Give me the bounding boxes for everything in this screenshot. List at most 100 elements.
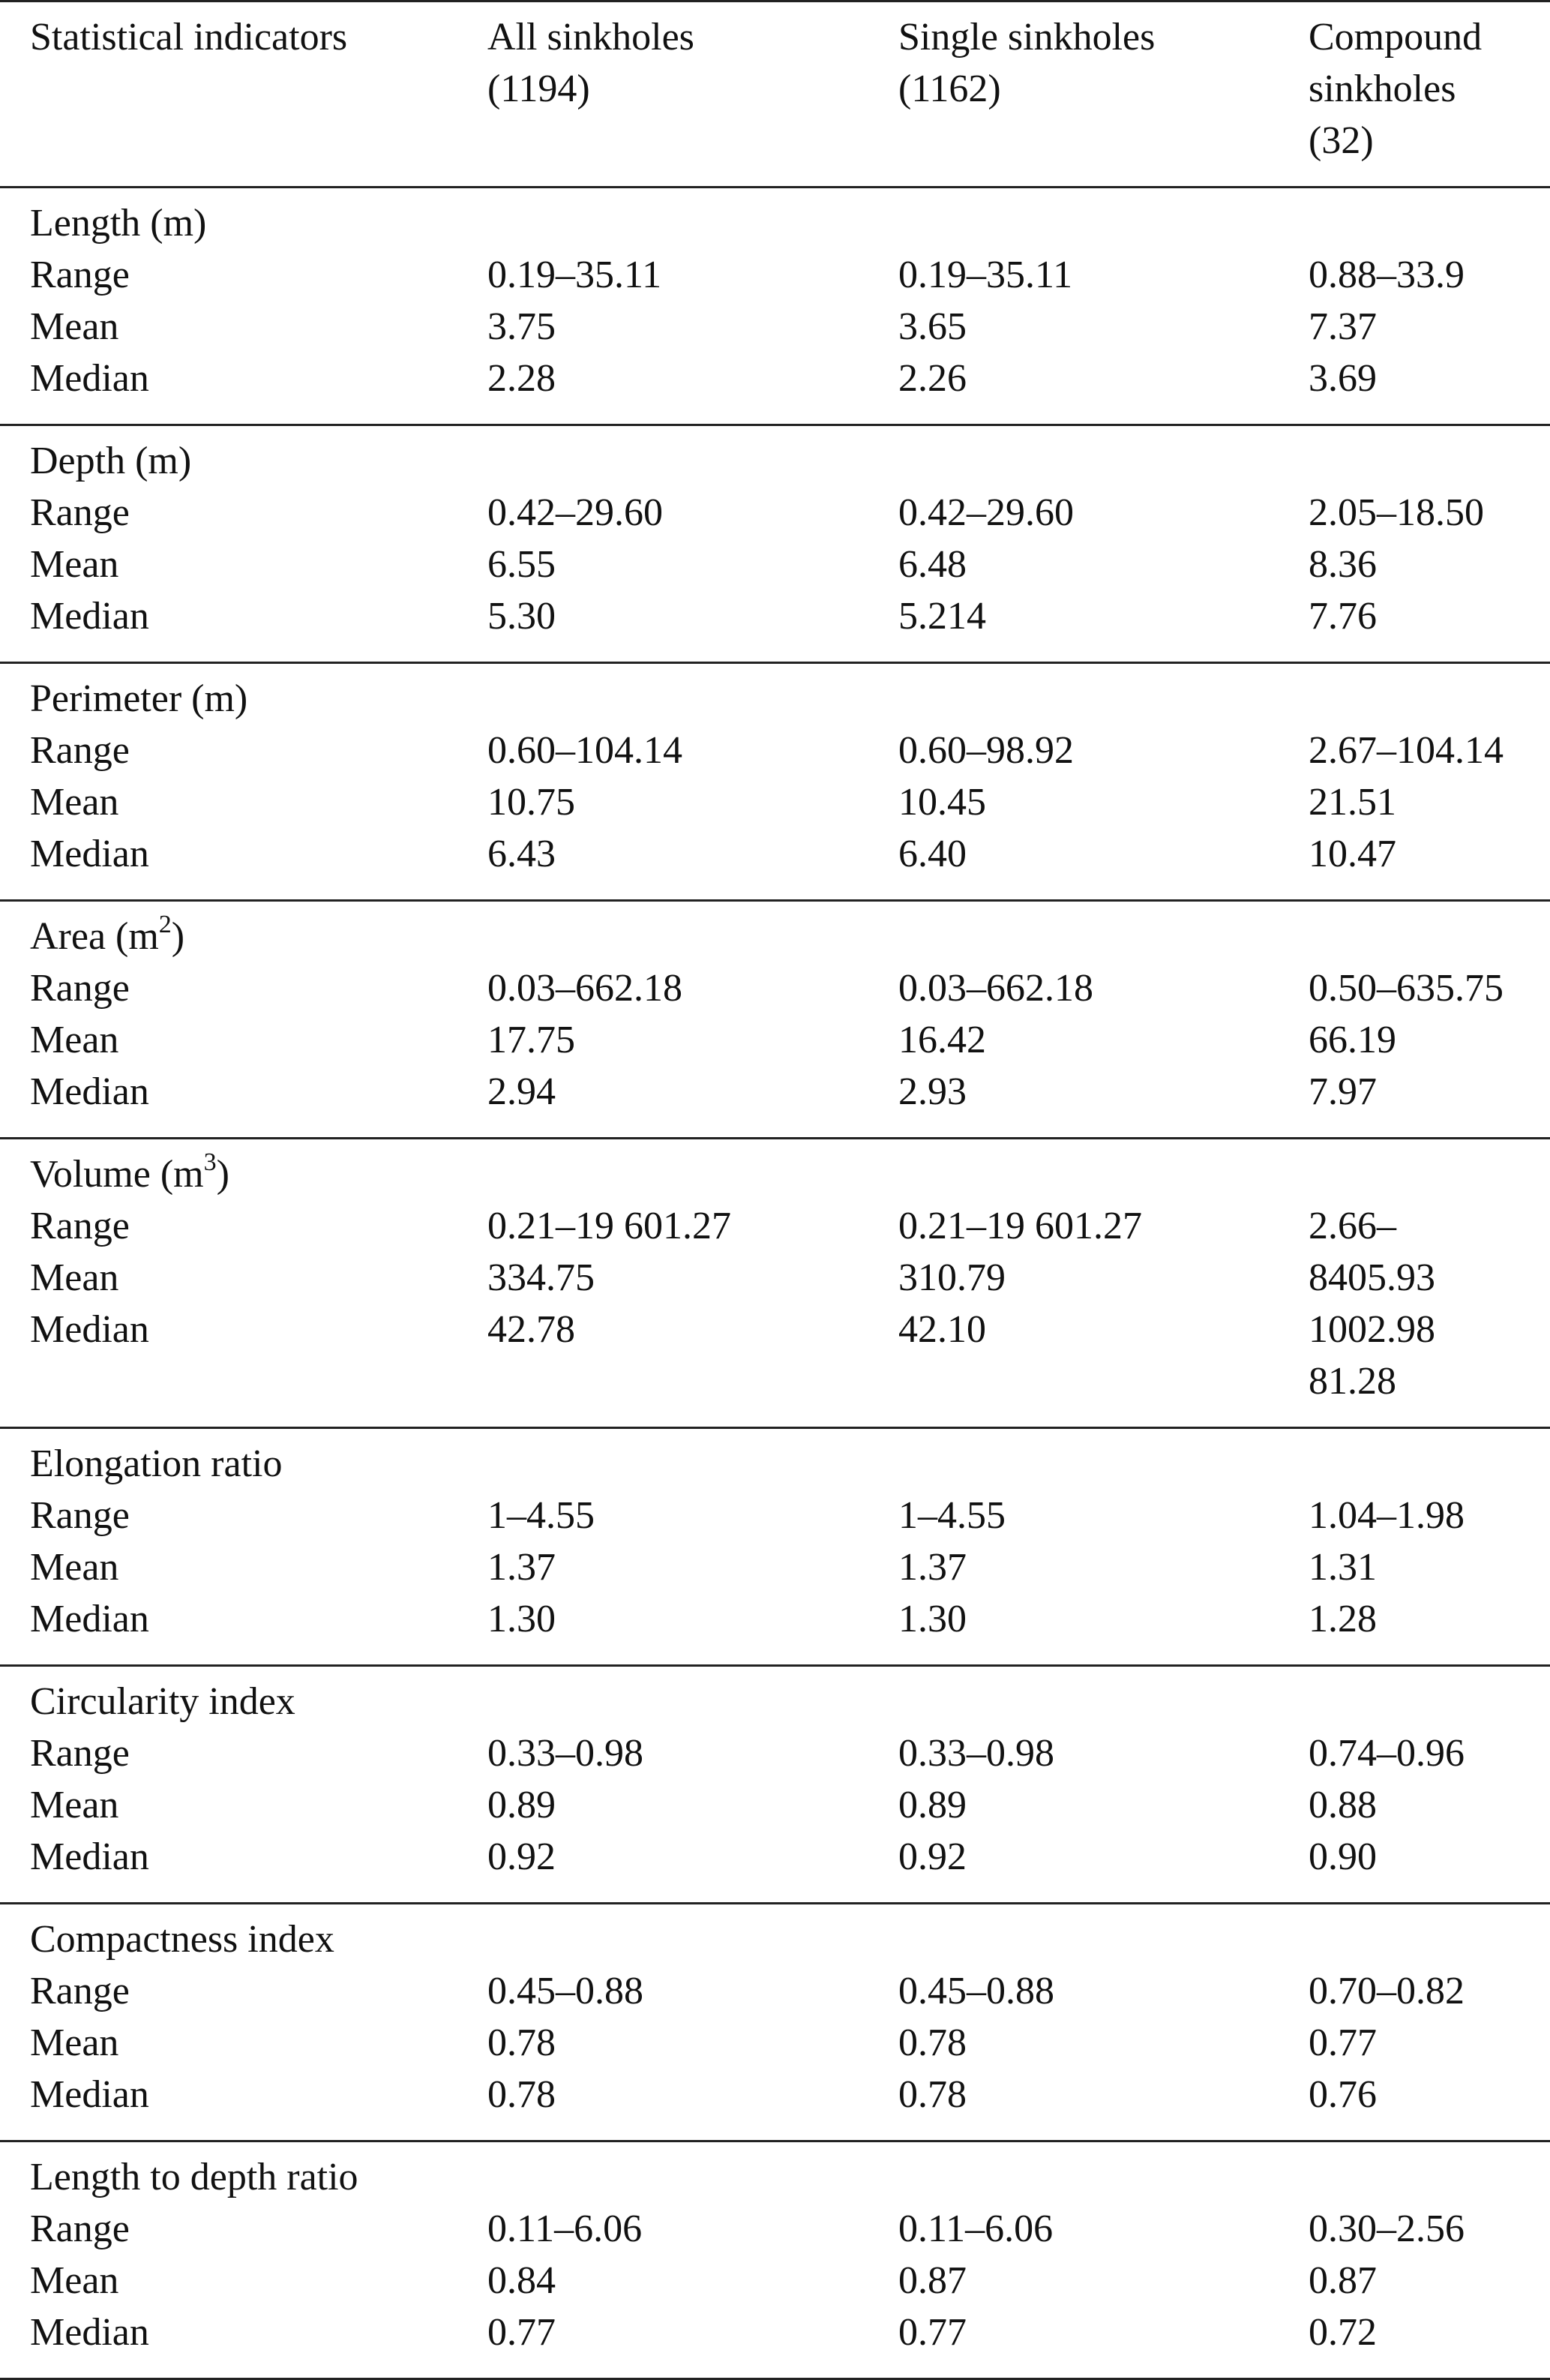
row-label: Range	[30, 491, 130, 534]
cell-value: 1.04–1.98	[1309, 1494, 1465, 1537]
cell-value: 1.30	[898, 1598, 967, 1640]
section-title: Perimeter (m)	[30, 673, 247, 725]
cell-value: 8.36	[1309, 543, 1377, 586]
cell-value: 0.11–6.06	[487, 2207, 643, 2250]
section-title-text: Area (m	[30, 915, 159, 958]
row-label: Median	[30, 357, 149, 400]
cell-value: 10.75	[487, 781, 575, 824]
cell-value: 0.19–35.11	[487, 254, 662, 296]
section-1: Depth (m) Range 0.42–29.60 0.42–29.60 2.05–1…	[0, 426, 1550, 664]
table-row: Median 0.78 0.78 0.76	[0, 2069, 1550, 2120]
column-header-0: Statistical indicators	[30, 16, 348, 59]
section-title: Length to depth ratio	[30, 2151, 358, 2203]
cell-value: 2.93	[898, 1070, 967, 1113]
cell-value: 0.21–19 601.27	[898, 1205, 1142, 1247]
section-title-line: Elongation ratio	[0, 1438, 1550, 1490]
table-row: Mean 1.37 1.37 1.31	[0, 1541, 1550, 1593]
cell-value: 0.03–662.18	[487, 967, 682, 1010]
section-2: Perimeter (m) Range 0.60–104.14 0.60–98.92 2…	[0, 664, 1550, 902]
cell-value: 81.28	[1309, 1360, 1396, 1403]
cell-value: 0.89	[487, 1784, 556, 1826]
row-label: Range	[30, 2207, 130, 2250]
table-row: Mean 0.78 0.78 0.77	[0, 2017, 1550, 2069]
cell-value: 10.45	[898, 781, 986, 824]
row-label: Range	[30, 254, 130, 296]
cell-value: 6.48	[898, 543, 967, 586]
table-row: Median 2.94 2.93 7.97	[0, 1066, 1550, 1118]
section-5: Elongation ratio Range 1–4.55 1–4.55 1.04–1.…	[0, 1429, 1550, 1667]
table-header: Statistical indicators All sinkholes Singl…	[0, 2, 1550, 188]
row-label: Range	[30, 1494, 130, 1537]
table-row: Median 0.77 0.77 0.72	[0, 2306, 1550, 2358]
cell-value: 2.66–	[1309, 1205, 1396, 1247]
cell-value: 0.77	[1309, 2021, 1377, 2064]
cell-value: 1.37	[898, 1546, 967, 1589]
table-row: Range 0.33–0.98 0.33–0.98 0.74–0.96	[0, 1727, 1550, 1779]
section-7: Compactness index Range 0.45–0.88 0.45–0.88…	[0, 1904, 1550, 2142]
row-label: Range	[30, 967, 130, 1010]
table-row: Mean 334.75 310.79 8405.93	[0, 1252, 1550, 1304]
cell-value: 0.30–2.56	[1309, 2207, 1465, 2250]
row-label: Median	[30, 833, 149, 875]
row-label: Mean	[30, 2259, 119, 2302]
column-header-3: sinkholes	[1309, 68, 1456, 110]
column-header-1: All sinkholes	[487, 16, 694, 59]
section-title-line: Perimeter (m)	[0, 673, 1550, 725]
cell-value: 42.10	[898, 1308, 986, 1351]
section-6: Circularity index Range 0.33–0.98 0.33–0.98…	[0, 1667, 1550, 1904]
cell-value: 0.42–29.60	[487, 491, 663, 534]
cell-value: 0.87	[1309, 2259, 1377, 2302]
cell-value: 3.69	[1309, 357, 1377, 400]
cell-value: 2.05–18.50	[1309, 491, 1484, 534]
cell-value: 0.45–0.88	[487, 1970, 643, 2012]
cell-value: 7.97	[1309, 1070, 1377, 1113]
row-label: Mean	[30, 781, 119, 824]
section-title-line: Compactness index	[0, 1913, 1550, 1965]
cell-value: 0.11–6.06	[898, 2207, 1054, 2250]
section-title-text: Compactness index	[30, 1918, 334, 1961]
table-row: Median 0.92 0.92 0.90	[0, 1831, 1550, 1883]
column-header-2: Single sinkholes	[898, 16, 1156, 59]
section-title-text: Depth (m)	[30, 440, 192, 482]
section-title: Elongation ratio	[30, 1438, 282, 1490]
section-title-superscript: 2	[158, 911, 172, 938]
header-line: Statistical indicators All sinkholes Singl…	[0, 11, 1550, 63]
section-8: Length to depth ratio Range 0.11–6.06 0.11–…	[0, 2142, 1550, 2380]
cell-value: 6.55	[487, 543, 556, 586]
row-label: Median	[30, 1598, 149, 1640]
section-title-suffix: )	[171, 915, 185, 958]
table-row: Range 0.11–6.06 0.11–6.06 0.30–2.56	[0, 2203, 1550, 2255]
cell-value: 334.75	[487, 1256, 595, 1299]
row-label: Range	[30, 1205, 130, 1247]
cell-value: 0.70–0.82	[1309, 1970, 1465, 2012]
cell-value: 1.28	[1309, 1598, 1377, 1640]
cell-value: 0.60–98.92	[898, 729, 1074, 772]
row-label: Mean	[30, 1256, 119, 1299]
cell-value: 0.88–33.9	[1309, 254, 1465, 296]
row-label: Range	[30, 1732, 130, 1775]
cell-value: 0.77	[898, 2311, 967, 2354]
table-row: Median 2.28 2.26 3.69	[0, 353, 1550, 404]
cell-value: 1–4.55	[487, 1494, 595, 1537]
table-row: Median 5.30 5.214 7.76	[0, 590, 1550, 642]
cell-value: 0.60–104.14	[487, 729, 682, 772]
cell-value: 8405.93	[1309, 1256, 1435, 1299]
cell-value: 2.67–104.14	[1309, 729, 1504, 772]
cell-value: 0.88	[1309, 1784, 1377, 1826]
row-label: Range	[30, 1970, 130, 2012]
cell-value: 5.214	[898, 595, 986, 638]
header-line: (32)	[0, 115, 1550, 167]
row-label: Median	[30, 2311, 149, 2354]
row-label: Median	[30, 1308, 149, 1351]
cell-value: 17.75	[487, 1019, 575, 1061]
section-title-line: Length (m)	[0, 197, 1550, 249]
table-row: Median 6.43 6.40 10.47	[0, 828, 1550, 880]
cell-value: 2.28	[487, 357, 556, 400]
section-title: Depth (m)	[30, 435, 191, 487]
section-title-suffix: )	[216, 1153, 229, 1196]
cell-value: 3.75	[487, 305, 556, 348]
table-row: Range 0.03–662.18 0.03–662.18 0.50–635.75	[0, 962, 1550, 1014]
cell-value: 3.65	[898, 305, 967, 348]
cell-value: 21.51	[1309, 781, 1396, 824]
